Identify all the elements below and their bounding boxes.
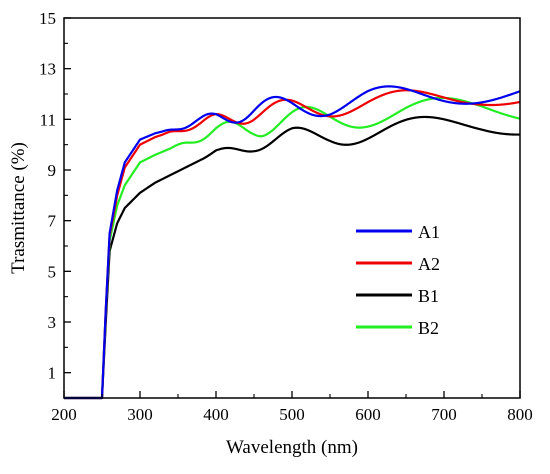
x-tick-label: 500 [279,405,305,424]
legend-label-b1: B1 [418,286,439,306]
y-tick-label: 5 [48,262,57,281]
x-tick-label: 600 [355,405,381,424]
y-tick-label: 1 [48,364,57,383]
x-tick-label: 400 [203,405,229,424]
y-tick-label: 3 [48,313,57,332]
legend: A1 A2 B1 B2 [356,222,440,338]
legend-label-a2: A2 [418,254,440,274]
x-axis-label: Wavelength (nm) [226,437,358,458]
y-axis-label: Trasmittance (%) [8,142,29,274]
y-tick-label: 7 [48,212,57,231]
legend-label-b2: B2 [418,318,439,338]
legend-label-a1: A1 [418,222,440,242]
x-tick-label: 800 [507,405,533,424]
y-tick-label: 13 [39,60,56,79]
series-line-a2 [63,89,521,400]
x-tick-label: 200 [51,405,77,424]
series-line-a1 [63,85,521,400]
series-layer [63,85,521,400]
y-tick-label: 11 [40,110,56,129]
y-tick-label: 9 [48,161,57,180]
series-line-b1 [63,115,521,400]
x-axis-ticks: 200 300 400 500 600 700 800 [51,391,533,424]
series-line-b2 [63,96,521,400]
x-tick-label: 700 [431,405,457,424]
x-tick-label: 300 [127,405,153,424]
plot-frame [63,17,521,399]
y-tick-label: 15 [39,9,56,28]
